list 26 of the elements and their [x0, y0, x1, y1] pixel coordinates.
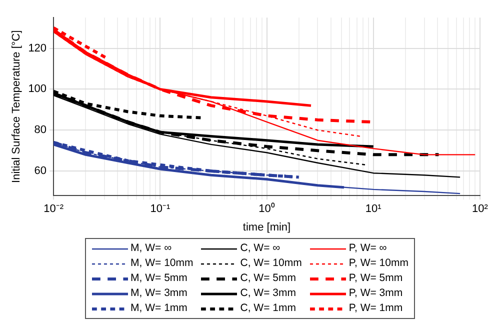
legend-label: M, W= 5mm [130, 271, 188, 286]
x-tick-label: 10⁰ [258, 202, 275, 216]
x-tick-label: 10² [472, 203, 488, 216]
y-axis-title: Initial Surface Temperature [°C] [10, 30, 23, 183]
legend-label: C, W= 10mm [240, 256, 302, 271]
legend-label: P, W= 1mm [348, 301, 403, 316]
y-tick-label: 60 [34, 165, 47, 178]
legend-label: M, W= 1mm [130, 301, 188, 316]
legend-label: C, W= 1mm [240, 301, 296, 316]
y-tick-label: 120 [28, 42, 47, 54]
y-tick-label: 80 [34, 124, 47, 136]
legend-label: M, W= 10mm [130, 256, 194, 271]
legend-label: P, W= 10mm [348, 256, 408, 271]
legend-label: P, W= ∞ [348, 241, 387, 256]
legend-label: C, W= 3mm [240, 286, 296, 301]
x-tick-label: 10⁻¹ [150, 203, 170, 216]
legend-label: P, W= 3mm [348, 286, 403, 301]
x-tick-label: 10⁻² [44, 203, 64, 216]
legend-label: C, W= 5mm [240, 271, 296, 286]
x-tick-label: 10¹ [365, 203, 382, 216]
legend-label: M, W= ∞ [130, 241, 172, 256]
y-tick-label: 100 [28, 83, 47, 96]
legend-label: M, W= 3mm [130, 286, 188, 301]
legend-label: P, W= 5mm [348, 271, 403, 286]
legend-label: C, W= ∞ [240, 241, 280, 256]
x-axis-title: time [min] [242, 221, 291, 234]
